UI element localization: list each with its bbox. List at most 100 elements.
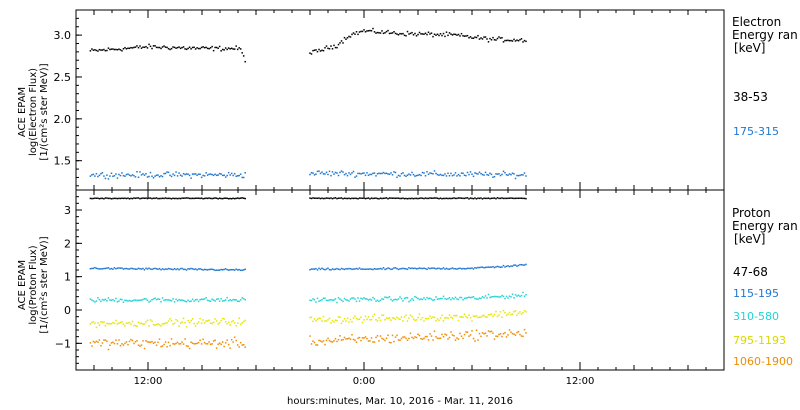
- data-point-175-315: [89, 175, 92, 177]
- data-point-175-315: [430, 172, 433, 175]
- data-point-795-1193: [112, 321, 114, 324]
- data-point-115-195: [309, 268, 311, 271]
- data-point-38-53: [319, 50, 322, 52]
- data-point-310-580: [466, 296, 469, 299]
- data-point-38-53: [140, 47, 143, 49]
- proton-legend-entry-115-195: 115-195: [733, 287, 779, 300]
- data-point-115-195: [337, 268, 340, 270]
- data-point-795-1193: [154, 324, 156, 326]
- data-point-795-1193: [199, 317, 201, 320]
- data-point-38-53: [211, 45, 213, 48]
- data-point-795-1193: [139, 322, 141, 325]
- data-point-47-68: [504, 197, 506, 200]
- data-point-175-315: [355, 175, 358, 177]
- data-point-795-1193: [499, 311, 502, 313]
- data-point-115-195: [444, 268, 446, 270]
- data-point-38-53: [334, 46, 337, 49]
- data-point-38-53: [131, 47, 134, 49]
- data-point-1060-1900: [214, 339, 216, 341]
- data-point-47-68: [239, 197, 242, 199]
- data-point-38-53: [522, 41, 524, 43]
- data-point-1060-1900: [366, 337, 368, 340]
- data-point-115-195: [124, 267, 126, 270]
- data-point-1060-1900: [481, 332, 484, 334]
- data-point-38-53: [215, 46, 218, 49]
- proton-legend-entry-310-580: 310-580: [733, 310, 779, 323]
- data-point-115-195: [187, 268, 189, 270]
- data-point-47-68: [523, 197, 526, 200]
- data-point-795-1193: [351, 320, 353, 323]
- data-point-310-580: [310, 299, 313, 302]
- data-point-175-315: [155, 174, 158, 177]
- data-point-47-68: [200, 197, 203, 199]
- data-point-310-580: [499, 296, 502, 298]
- data-point-310-580: [325, 299, 328, 302]
- data-point-38-53: [310, 53, 313, 55]
- data-point-47-68: [167, 197, 170, 200]
- data-point-38-53: [244, 60, 246, 63]
- data-point-115-195: [508, 265, 511, 268]
- data-point-1060-1900: [354, 339, 356, 341]
- data-point-795-1193: [369, 319, 371, 321]
- data-point-310-580: [121, 298, 123, 301]
- data-point-115-195: [415, 268, 418, 270]
- data-point-115-195: [128, 268, 131, 270]
- data-point-175-315: [190, 177, 192, 179]
- data-point-310-580: [441, 297, 443, 300]
- data-point-175-315: [369, 173, 371, 176]
- data-point-795-1193: [101, 321, 104, 323]
- data-point-310-580: [167, 299, 170, 301]
- data-point-115-195: [480, 266, 482, 269]
- data-point-175-315: [127, 173, 129, 175]
- data-point-1060-1900: [233, 336, 236, 338]
- data-point-115-195: [456, 268, 458, 270]
- proton-ylabel-line-2: log(Proton Flux): [28, 245, 39, 324]
- data-point-310-580: [510, 296, 512, 298]
- data-point-795-1193: [415, 319, 418, 321]
- data-point-175-315: [98, 174, 101, 177]
- data-point-47-68: [382, 197, 385, 200]
- data-point-310-580: [513, 296, 515, 299]
- data-point-47-68: [154, 197, 156, 200]
- data-point-47-68: [427, 197, 430, 200]
- data-point-1060-1900: [125, 341, 128, 343]
- data-point-47-68: [149, 197, 152, 199]
- data-point-310-580: [495, 295, 497, 298]
- data-point-310-580: [372, 296, 374, 299]
- data-point-310-580: [369, 298, 371, 301]
- data-point-47-68: [487, 197, 490, 199]
- data-point-1060-1900: [477, 339, 479, 341]
- data-point-47-68: [152, 197, 155, 199]
- data-point-795-1193: [451, 317, 454, 320]
- data-point-38-53: [172, 46, 174, 48]
- data-point-795-1193: [91, 321, 93, 324]
- data-point-310-580: [315, 301, 317, 303]
- data-point-175-315: [405, 175, 407, 178]
- data-point-47-68: [128, 198, 131, 200]
- data-point-175-315: [160, 175, 162, 177]
- data-point-47-68: [223, 197, 225, 199]
- data-point-38-53: [471, 37, 473, 39]
- data-point-795-1193: [432, 316, 434, 318]
- data-point-310-580: [319, 299, 322, 302]
- data-point-1060-1900: [203, 341, 206, 344]
- data-point-795-1193: [137, 321, 140, 324]
- data-point-1060-1900: [420, 337, 422, 340]
- data-point-38-53: [212, 49, 215, 52]
- data-point-1060-1900: [486, 335, 488, 337]
- data-point-47-68: [321, 197, 323, 199]
- data-point-115-195: [230, 268, 233, 271]
- data-point-310-580: [490, 296, 493, 298]
- data-point-47-68: [393, 197, 395, 199]
- data-point-795-1193: [218, 321, 221, 324]
- data-point-175-315: [454, 172, 457, 174]
- data-point-175-315: [462, 172, 464, 175]
- data-point-47-68: [498, 197, 500, 200]
- data-point-175-315: [167, 171, 170, 174]
- data-point-795-1193: [200, 322, 203, 324]
- data-point-310-580: [379, 299, 382, 302]
- data-point-1060-1900: [121, 343, 123, 345]
- data-point-115-195: [502, 264, 505, 267]
- data-point-175-315: [175, 171, 177, 173]
- data-point-1060-1900: [456, 337, 458, 339]
